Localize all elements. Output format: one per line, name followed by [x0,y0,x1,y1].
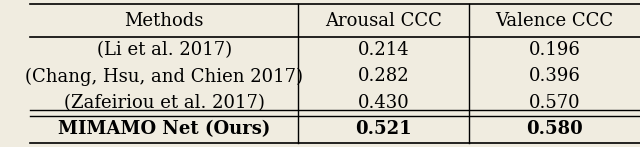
Text: MIMAMO Net (Ours): MIMAMO Net (Ours) [58,120,270,138]
Text: 0.570: 0.570 [529,94,580,112]
Text: Arousal CCC: Arousal CCC [325,12,442,30]
Text: Valence CCC: Valence CCC [495,12,614,30]
Text: 0.196: 0.196 [529,41,580,59]
Text: 0.521: 0.521 [355,120,412,138]
Text: (Li et al. 2017): (Li et al. 2017) [97,41,232,59]
Text: 0.396: 0.396 [529,67,580,85]
Text: 0.282: 0.282 [358,67,410,85]
Text: 0.580: 0.580 [526,120,583,138]
Text: Methods: Methods [124,12,204,30]
Text: 0.214: 0.214 [358,41,410,59]
Text: 0.430: 0.430 [358,94,410,112]
Text: (Zafeiriou et al. 2017): (Zafeiriou et al. 2017) [63,94,264,112]
Text: (Chang, Hsu, and Chien 2017): (Chang, Hsu, and Chien 2017) [25,67,303,86]
